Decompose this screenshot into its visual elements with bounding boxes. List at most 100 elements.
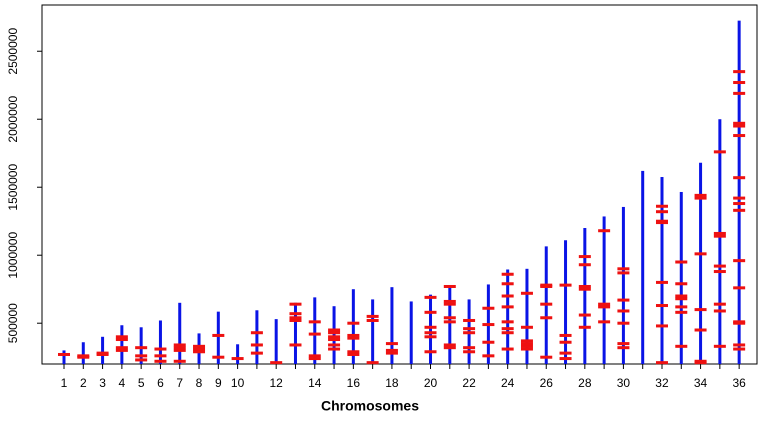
marker bbox=[385, 348, 398, 352]
marker bbox=[135, 354, 148, 358]
marker bbox=[443, 346, 456, 350]
x-tick-label: 10 bbox=[231, 376, 245, 390]
marker bbox=[193, 344, 206, 348]
marker bbox=[193, 347, 206, 351]
chromosome-bar bbox=[699, 162, 703, 364]
marker bbox=[655, 324, 668, 328]
marker bbox=[347, 333, 360, 337]
marker bbox=[675, 297, 688, 301]
marker bbox=[328, 338, 341, 342]
marker bbox=[385, 351, 398, 355]
marker bbox=[713, 344, 726, 348]
marker bbox=[501, 272, 514, 276]
marker bbox=[694, 196, 707, 200]
marker bbox=[501, 331, 514, 335]
marker bbox=[347, 321, 360, 325]
marker bbox=[675, 294, 688, 298]
marker bbox=[540, 283, 553, 287]
marker bbox=[540, 302, 553, 306]
marker bbox=[328, 343, 341, 347]
marker bbox=[655, 204, 668, 208]
marker bbox=[578, 313, 591, 317]
marker bbox=[578, 263, 591, 267]
x-tick-label: 6 bbox=[157, 376, 164, 390]
marker bbox=[501, 282, 514, 286]
chromosome-bar bbox=[679, 191, 683, 364]
marker bbox=[463, 331, 476, 335]
marker bbox=[443, 299, 456, 303]
marker bbox=[366, 314, 379, 318]
x-tick-label: 26 bbox=[540, 376, 554, 390]
marker bbox=[675, 344, 688, 348]
marker bbox=[655, 361, 668, 365]
marker bbox=[308, 354, 321, 358]
chromosome-bar bbox=[390, 287, 394, 364]
marker bbox=[733, 343, 746, 347]
x-tick-label: 36 bbox=[732, 376, 746, 390]
marker bbox=[308, 357, 321, 361]
marker bbox=[289, 302, 302, 306]
marker bbox=[578, 255, 591, 259]
marker bbox=[694, 359, 707, 363]
marker bbox=[289, 316, 302, 320]
marker bbox=[115, 338, 128, 342]
y-tick-label: 2000000 bbox=[6, 96, 20, 143]
marker bbox=[694, 328, 707, 332]
marker bbox=[443, 302, 456, 306]
marker bbox=[135, 358, 148, 362]
marker bbox=[675, 282, 688, 286]
chromosome-bar bbox=[178, 302, 182, 364]
marker bbox=[694, 252, 707, 256]
marker bbox=[501, 347, 514, 351]
marker bbox=[617, 321, 630, 325]
chromosome-bar bbox=[429, 294, 433, 364]
marker bbox=[289, 343, 302, 347]
chromosome-bar bbox=[641, 170, 645, 364]
marker bbox=[250, 331, 263, 335]
marker bbox=[250, 351, 263, 355]
marker bbox=[424, 325, 437, 329]
y-tick-label: 1500000 bbox=[6, 164, 20, 211]
x-tick-label: 16 bbox=[347, 376, 361, 390]
chromosome-bar bbox=[351, 289, 355, 364]
marker bbox=[424, 350, 437, 354]
x-tick-label: 3 bbox=[99, 376, 106, 390]
marker bbox=[482, 323, 495, 327]
chromosome-bar bbox=[158, 320, 162, 364]
x-tick-label: 22 bbox=[462, 376, 476, 390]
chromosome-bar bbox=[101, 336, 105, 364]
marker bbox=[578, 287, 591, 291]
marker bbox=[328, 335, 341, 339]
marker bbox=[154, 347, 167, 351]
marker bbox=[328, 331, 341, 335]
marker bbox=[520, 347, 533, 351]
marker bbox=[733, 208, 746, 212]
marker bbox=[482, 306, 495, 310]
marker bbox=[733, 259, 746, 263]
x-tick-label: 4 bbox=[119, 376, 126, 390]
y-tick-label: 1000000 bbox=[6, 232, 20, 279]
marker bbox=[733, 286, 746, 290]
chromosome-bar bbox=[332, 306, 336, 364]
marker bbox=[250, 343, 263, 347]
marker bbox=[173, 348, 186, 352]
marker bbox=[115, 335, 128, 339]
marker bbox=[578, 325, 591, 329]
x-tick-label: 8 bbox=[196, 376, 203, 390]
marker bbox=[733, 91, 746, 95]
marker bbox=[559, 357, 572, 361]
chromosome-bar bbox=[313, 297, 317, 364]
marker bbox=[289, 318, 302, 322]
marker bbox=[463, 350, 476, 354]
marker bbox=[308, 332, 321, 336]
x-axis-label: Chromosomes bbox=[321, 398, 419, 414]
marker bbox=[463, 327, 476, 331]
marker bbox=[655, 304, 668, 308]
chromosome-bar bbox=[718, 119, 722, 365]
chromosome-bar bbox=[602, 216, 606, 364]
marker bbox=[366, 361, 379, 365]
chromosome-bar bbox=[293, 302, 297, 364]
x-tick-label: 28 bbox=[578, 376, 592, 390]
marker bbox=[154, 354, 167, 358]
marker bbox=[655, 280, 668, 284]
